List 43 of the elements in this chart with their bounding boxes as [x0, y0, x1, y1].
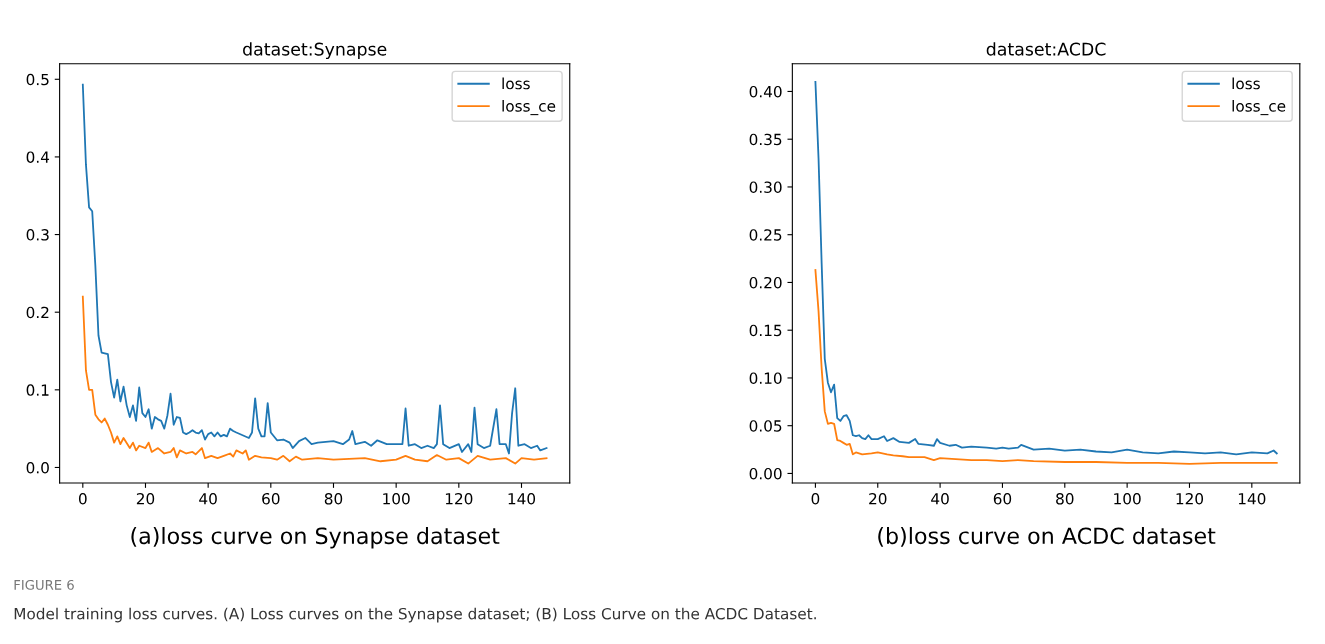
- x-tick-label: 140: [1238, 492, 1266, 505]
- y-tick-label: 0.30: [749, 181, 782, 193]
- caption: FIGURE 6: [14, 579, 74, 590]
- x-tick-label: 80: [1056, 492, 1074, 505]
- y-tick-label: 0.35: [749, 133, 782, 146]
- y-tick-label: 0.05: [749, 420, 782, 432]
- x-tick-label: 0: [78, 492, 87, 505]
- y-tick-label: 0.1: [26, 384, 49, 396]
- y-tick-label: 0.10: [749, 372, 782, 384]
- legend-label: loss_ce: [1232, 99, 1286, 116]
- chart-title: dataset:ACDC: [986, 42, 1106, 56]
- x-tick-label: 60: [262, 492, 280, 505]
- x-tick-label: 120: [1176, 492, 1204, 505]
- text: Model training loss curves. (A) Loss curves on the Synapse dataset; (B) Loss Curve on the ACDC Dataset.: [14, 607, 816, 623]
- y-tick-label: 0.4: [26, 151, 50, 163]
- legend-label: loss: [1232, 77, 1260, 90]
- y-tick-label: 0.5: [26, 73, 49, 86]
- x-tick-label: 40: [931, 492, 949, 505]
- y-tick-label: 0.2: [26, 306, 49, 319]
- x-tick-label: 100: [383, 492, 410, 505]
- line-series: [81, 295, 548, 465]
- legend-label: loss_ce: [502, 99, 556, 116]
- y-tick-label: 0.20: [749, 276, 782, 289]
- text: (a)loss curve on Synapse dataset: [131, 526, 500, 549]
- x-tick-label: 0: [811, 492, 820, 505]
- x-tick-label: 140: [508, 492, 536, 505]
- legend-label: loss: [502, 77, 530, 90]
- x-tick-label: 100: [1114, 492, 1141, 505]
- x-tick-label: 40: [199, 492, 217, 505]
- x-tick-label: 120: [445, 492, 473, 505]
- x-tick-label: 80: [324, 492, 343, 505]
- x-tick-label: 60: [993, 492, 1012, 505]
- text: (b)loss curve on ACDC dataset: [878, 526, 1216, 547]
- line-series: [814, 269, 1278, 465]
- y-tick-label: 0.0: [26, 461, 49, 474]
- chart-title: dataset:Synapse: [243, 42, 387, 60]
- y-tick-label: 0.00: [749, 467, 782, 480]
- y-tick-label: 0.40: [749, 85, 782, 98]
- y-tick-label: 0.25: [749, 229, 782, 241]
- x-tick-label: 20: [136, 492, 155, 505]
- x-tick-label: 20: [869, 492, 887, 505]
- y-tick-label: 0.15: [749, 324, 782, 337]
- y-tick-label: 0.3: [26, 229, 49, 241]
